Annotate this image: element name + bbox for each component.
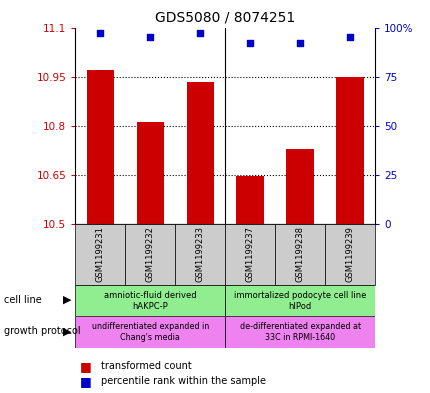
Title: GDS5080 / 8074251: GDS5080 / 8074251 <box>155 11 295 25</box>
Text: ■: ■ <box>80 360 91 373</box>
Bar <box>335 77 363 224</box>
Text: GSM1199239: GSM1199239 <box>345 226 354 283</box>
Point <box>197 30 203 37</box>
Bar <box>224 285 374 316</box>
Bar <box>236 176 263 224</box>
Text: transformed count: transformed count <box>101 361 192 371</box>
Bar <box>186 81 213 224</box>
Text: percentile rank within the sample: percentile rank within the sample <box>101 376 266 386</box>
Text: GSM1199232: GSM1199232 <box>145 226 154 283</box>
Text: ■: ■ <box>80 375 91 388</box>
Point <box>97 30 104 37</box>
Bar <box>324 224 374 285</box>
Text: GSM1199231: GSM1199231 <box>95 226 104 283</box>
Point <box>246 40 253 46</box>
Bar <box>75 316 224 348</box>
Text: GSM1199237: GSM1199237 <box>245 226 254 283</box>
Bar <box>274 224 324 285</box>
Text: undifferentiated expanded in
Chang's media: undifferentiated expanded in Chang's med… <box>92 322 209 342</box>
Bar <box>86 70 114 224</box>
Text: immortalized podocyte cell line
hIPod: immortalized podocyte cell line hIPod <box>233 290 366 311</box>
Bar <box>136 123 164 224</box>
Bar <box>75 285 224 316</box>
Point <box>346 34 353 40</box>
Text: cell line: cell line <box>4 295 42 305</box>
Text: amniotic-fluid derived
hAKPC-P: amniotic-fluid derived hAKPC-P <box>104 290 196 311</box>
Text: de-differentiated expanded at
33C in RPMI-1640: de-differentiated expanded at 33C in RPM… <box>239 322 360 342</box>
Bar <box>175 224 224 285</box>
Point <box>296 40 303 46</box>
Text: ▶: ▶ <box>62 326 71 336</box>
Text: ▶: ▶ <box>62 295 71 305</box>
Bar <box>286 149 313 224</box>
Bar <box>224 316 374 348</box>
Text: GSM1199233: GSM1199233 <box>195 226 204 283</box>
Bar <box>75 224 125 285</box>
Text: GSM1199238: GSM1199238 <box>295 226 304 283</box>
Bar <box>224 224 274 285</box>
Bar <box>125 224 175 285</box>
Text: growth protocol: growth protocol <box>4 326 81 336</box>
Point <box>147 34 154 40</box>
